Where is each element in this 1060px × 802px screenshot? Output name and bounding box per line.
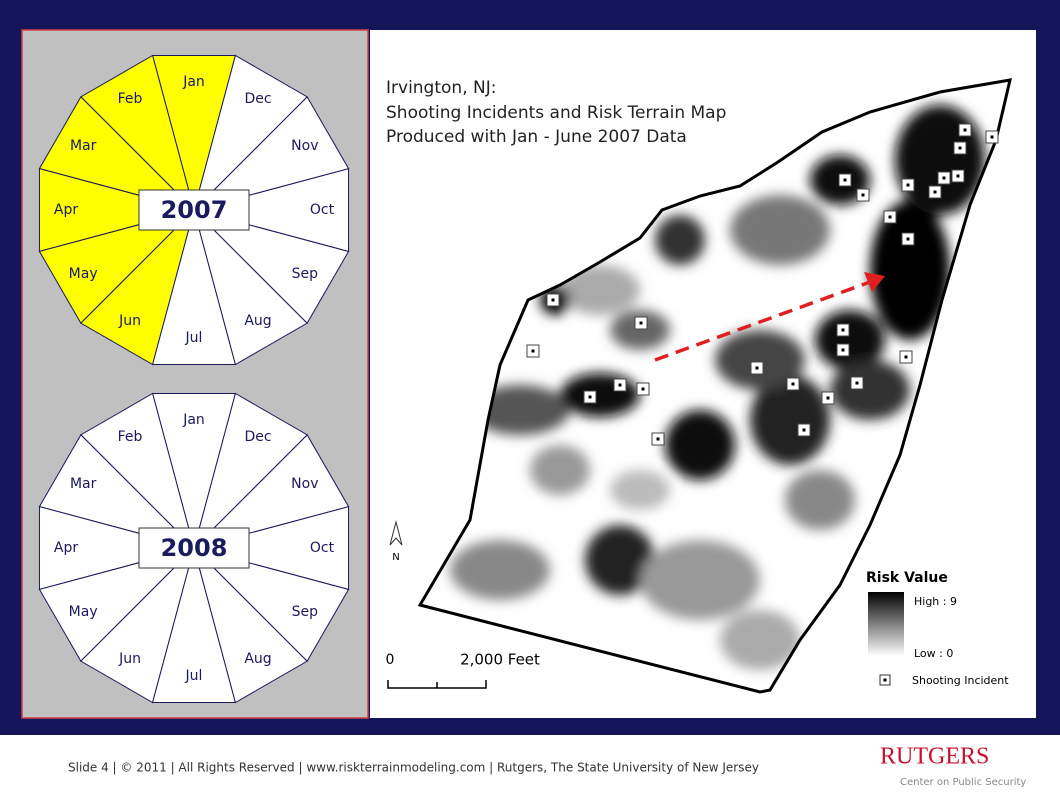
incident-dot: [656, 437, 660, 441]
month-label: Jun: [118, 313, 141, 329]
town-boundary: [417, 78, 1012, 694]
year-box: [138, 189, 250, 231]
map-title: Irvington, NJ:: [386, 78, 496, 98]
north-label: N: [392, 552, 399, 563]
year-label: 2007: [161, 196, 228, 224]
legend-gradient: [868, 592, 904, 656]
month-label: Sep: [292, 266, 319, 282]
map-title: Produced with Jan - June 2007 Data: [386, 127, 687, 147]
month-label: Aug: [244, 651, 271, 667]
month-label: Aug: [244, 313, 271, 329]
incident-dot: [588, 395, 592, 399]
month-label: Oct: [310, 540, 335, 556]
scale-bar: [387, 680, 487, 689]
month-label: Apr: [54, 540, 78, 556]
month-label: Mar: [70, 138, 97, 154]
incident-dot: [843, 178, 847, 182]
incident-dot: [942, 176, 946, 180]
month-sector: [193, 54, 308, 212]
map-title: Shooting Incidents and Risk Terrain Map: [386, 103, 726, 123]
logo-sub: Center on Public Security: [900, 777, 1026, 788]
arrow-head: [864, 272, 885, 292]
month-label: Dec: [244, 91, 271, 107]
month-label: May: [69, 604, 98, 620]
month-label: Oct: [310, 202, 335, 218]
incident-dot: [933, 190, 937, 194]
incident-dot: [861, 193, 865, 197]
month-label: Nov: [291, 476, 318, 492]
incidents: [526, 123, 999, 446]
incident-dot: [755, 366, 759, 370]
month-label: May: [69, 266, 98, 282]
month-label: Jan: [182, 74, 205, 90]
incident-dot: [641, 387, 645, 391]
incident-dot: [906, 237, 910, 241]
incident-dot: [963, 128, 967, 132]
month-label: Dec: [244, 429, 271, 445]
incident-dot: [531, 349, 535, 353]
year-label: 2008: [161, 534, 228, 562]
logo: RUTGERS: [880, 744, 989, 770]
incident-dot: [639, 321, 643, 325]
incident-dot: [888, 215, 892, 219]
scale-end: 2,000 Feet: [460, 651, 540, 669]
incident-dot: [990, 135, 994, 139]
legend-incident: Shooting Incident: [912, 674, 1009, 687]
month-label: Feb: [118, 429, 143, 445]
legend-incident-dot: [883, 678, 887, 682]
month-label: Jul: [185, 668, 203, 684]
incident-dot: [841, 328, 845, 332]
month-label: Jul: [185, 330, 203, 346]
incident-dot: [826, 396, 830, 400]
month-label: Jan: [182, 412, 205, 428]
legend-high: High : 9: [914, 595, 957, 608]
incident-dot: [791, 382, 795, 386]
incident-dot: [802, 428, 806, 432]
incident-dot: [904, 355, 908, 359]
incident-dot: [958, 146, 962, 150]
month-label: Sep: [292, 604, 319, 620]
trend-arrow: [654, 280, 871, 362]
year-box: [138, 527, 250, 569]
month-label: Feb: [118, 91, 143, 107]
month-label: Apr: [54, 202, 78, 218]
month-label: Mar: [70, 476, 97, 492]
incident-dot: [618, 383, 622, 387]
month-label: Nov: [291, 138, 318, 154]
scale-start: 0: [386, 652, 395, 668]
month-sector: [193, 392, 308, 550]
footer-text: Slide 4 | © 2011 | All Rights Reserved |…: [68, 761, 759, 775]
legend-title: Risk Value: [866, 570, 948, 586]
incident-dot: [906, 183, 910, 187]
legend-low: Low : 0: [914, 647, 953, 660]
north-arrow: [389, 520, 403, 546]
incident-dot: [956, 174, 960, 178]
calendars: Jan Feb Mar Apr May Jun Jul Aug Sep Oct Nov Dec 2007…: [38, 54, 350, 704]
incident-dot: [855, 381, 859, 385]
month-label: Jun: [118, 651, 141, 667]
incident-dot: [841, 348, 845, 352]
incident-dot: [551, 298, 555, 302]
